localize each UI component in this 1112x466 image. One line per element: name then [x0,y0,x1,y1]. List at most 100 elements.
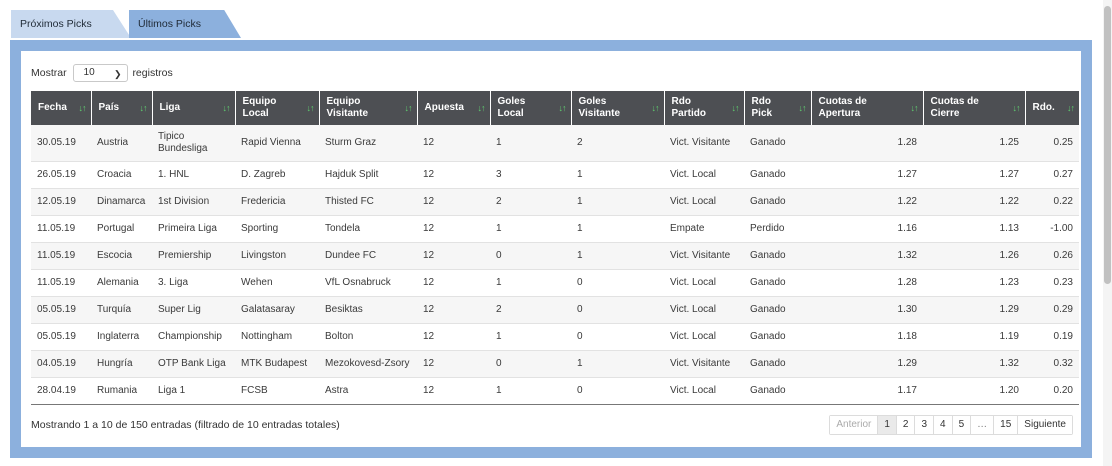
cell-goles-local: 2 [490,296,571,324]
cell-cuota-apertura: 1.30 [811,296,923,324]
pagination-page-button[interactable]: 5 [951,416,971,434]
sort-arrows-icon[interactable]: ↓↑ [1067,103,1075,113]
pagination-page-button[interactable]: 2 [895,416,915,434]
cell-apuesta: 12 [417,350,490,378]
column-header[interactable]: País ↓↑ [91,91,153,125]
cell-cuota-apertura: 1.27 [811,161,923,189]
cell-pais: Dinamarca [91,188,152,216]
cell-rdo-pick: Perdido [744,215,811,243]
cell-rdo-pick: Ganado [744,323,811,351]
cell-fecha: 26.05.19 [31,161,91,189]
pagination-page-button[interactable]: 4 [933,416,952,434]
column-header[interactable]: Cuotas de Cierre ↓↑ [923,91,1026,125]
column-header[interactable]: Fecha ↓↑ [31,91,92,125]
cell-cuota-apertura: 1.29 [811,350,923,378]
sort-arrows-icon[interactable]: ↓↑ [477,103,486,113]
chevron-down-icon: ❯ [113,69,122,80]
cell-rdo: 0.32 [1025,350,1079,378]
column-header[interactable]: Goles Local ↓↑ [490,91,572,125]
cell-apuesta: 12 [417,161,490,189]
pagination-page-button[interactable]: 1 [877,416,896,434]
sort-arrows-icon[interactable]: ↓↑ [306,103,315,113]
sort-arrows-icon[interactable]: ↓↑ [798,103,807,113]
cell-apuesta: 12 [417,269,490,297]
cell-rdo-partido: Vict. Visitante [664,350,744,378]
cell-local: Livingston [235,242,319,270]
column-header-label: Rdo Partido [671,96,706,119]
sort-arrows-icon[interactable]: ↓↑ [651,103,660,113]
column-header[interactable]: Liga ↓↑ [152,91,236,125]
cell-apuesta: 12 [417,296,490,324]
cell-apuesta: 12 [417,323,490,351]
cell-fecha: 11.05.19 [31,215,91,243]
cell-pais: Rumania [91,377,152,405]
column-header[interactable]: Goles Visitante ↓↑ [571,91,665,125]
scrollbar-thumb[interactable] [1104,6,1111,284]
sort-arrows-icon[interactable]: ↓↑ [222,103,231,113]
length-menu: Mostrar 10 ❯ registros [31,63,173,83]
column-header-label: Cuotas de Apertura [818,96,867,119]
cell-cuota-cierre: 1.29 [923,296,1025,324]
column-header-label: Fecha [38,102,67,113]
cell-apuesta: 12 [417,215,490,243]
sort-arrows-icon[interactable]: ↓↑ [731,103,740,113]
table-row: 12.05.19 Dinamarca 1st Division Fredericia T… [31,188,1079,216]
cell-goles-visitante: 0 [571,269,664,297]
column-header[interactable]: Cuotas de Apertura ↓↑ [811,91,924,125]
column-header[interactable]: Equipo Visitante ↓↑ [319,91,418,125]
picks-tabs: Próximos Picks Últimos Picks [11,10,251,38]
cell-cuota-cierre: 1.26 [923,242,1025,270]
cell-liga: Primeira Liga [152,215,235,243]
table-body: 30.05.19 Austria Tipico Bundesliga Rapid Vi… [31,125,1079,405]
pagination-previous-button[interactable]: Anterior [830,416,878,434]
sort-arrows-icon[interactable]: ↓↑ [78,103,87,113]
table-row: 04.05.19 Hungría OTP Bank Liga MTK Budapest… [31,350,1079,378]
cell-rdo: 0.27 [1025,161,1079,189]
column-header-label: Liga [159,102,181,113]
cell-liga: 1. HNL [152,161,235,189]
cell-fecha: 05.05.19 [31,323,91,351]
cell-local: MTK Budapest [235,350,319,378]
cell-pais: Croacia [91,161,152,189]
column-header[interactable]: Rdo. ↓↑ [1025,91,1079,125]
cell-rdo: 0.26 [1025,242,1079,270]
cell-liga: Liga 1 [152,377,235,405]
cell-rdo: -1.00 [1025,215,1079,243]
cell-rdo-pick: Ganado [744,350,811,378]
page-scrollbar[interactable] [1103,0,1112,466]
cell-local: Rapid Vienna [235,125,319,162]
column-header[interactable]: Apuesta ↓↑ [417,91,491,125]
cell-liga: Championship [152,323,235,351]
cell-rdo-partido: Vict. Visitante [664,125,744,162]
cell-pais: Inglaterra [91,323,152,351]
cell-visitante: Sturm Graz [319,125,417,162]
cell-fecha: 04.05.19 [31,350,91,378]
picks-table: Fecha ↓↑ País ↓↑ Liga ↓↑ Equipo Local ↓↑ Equipo … [31,91,1079,405]
page-length-select[interactable]: 10 ❯ [72,64,128,83]
pagination-page-button[interactable]: 3 [914,416,934,434]
pagination-next-button[interactable]: Siguiente [1017,416,1072,434]
pagination-last-page-button[interactable]: 15 [993,416,1018,434]
cell-rdo-partido: Vict. Local [664,269,744,297]
cell-liga: 1st Division [152,188,235,216]
column-header[interactable]: Equipo Local ↓↑ [235,91,320,125]
sort-arrows-icon[interactable]: ↓↑ [558,103,567,113]
tab-ultimos-picks[interactable]: Últimos Picks [129,10,241,38]
column-header-label: Equipo Visitante [326,96,369,119]
cell-apuesta: 12 [417,242,490,270]
sort-arrows-icon[interactable]: ↓↑ [404,103,413,113]
cell-cuota-cierre: 1.13 [923,215,1025,243]
sort-arrows-icon[interactable]: ↓↑ [910,103,919,113]
cell-cuota-apertura: 1.16 [811,215,923,243]
sort-arrows-icon[interactable]: ↓↑ [139,103,148,113]
cell-rdo-pick: Ganado [744,377,811,405]
cell-rdo-partido: Vict. Local [664,377,744,405]
cell-liga: OTP Bank Liga [152,350,235,378]
tab-proximos-picks[interactable]: Próximos Picks [11,10,131,38]
column-header[interactable]: Rdo Partido ↓↑ [664,91,745,125]
table-row: 05.05.19 Inglaterra Championship Nottingham… [31,323,1079,351]
sort-arrows-icon[interactable]: ↓↑ [1012,103,1021,113]
cell-local: Nottingham [235,323,319,351]
cell-rdo-partido: Vict. Local [664,296,744,324]
column-header[interactable]: Rdo Pick ↓↑ [744,91,812,125]
